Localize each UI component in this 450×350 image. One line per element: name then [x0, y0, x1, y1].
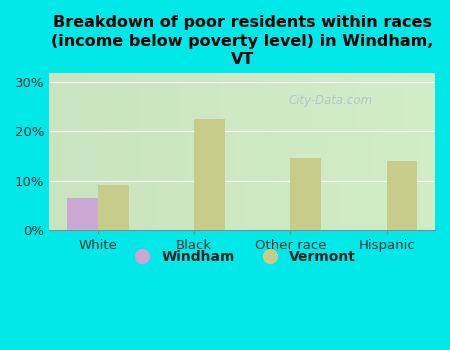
Text: City-Data.com: City-Data.com — [289, 94, 373, 107]
Legend: Windham, Vermont: Windham, Vermont — [123, 245, 362, 270]
Bar — [194, 119, 225, 230]
Bar — [98, 186, 129, 230]
Bar — [387, 161, 418, 230]
Title: Breakdown of poor residents within races
(income below poverty level) in Windham: Breakdown of poor residents within races… — [51, 15, 433, 67]
Bar — [67, 198, 98, 230]
Bar — [290, 159, 321, 230]
